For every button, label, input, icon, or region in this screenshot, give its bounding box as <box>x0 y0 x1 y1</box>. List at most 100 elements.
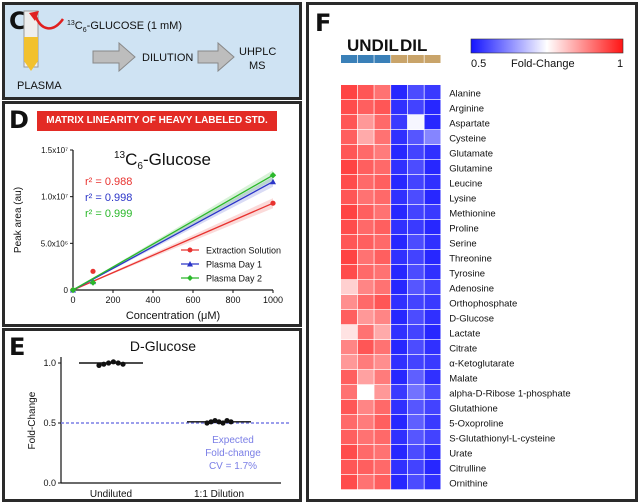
heatmap-cell <box>407 310 424 325</box>
row-label: Lactate <box>449 329 480 340</box>
heatmap-cell <box>374 475 391 490</box>
heatmap-cell <box>391 115 408 130</box>
x-tick-label: 1000 <box>263 295 283 305</box>
heatmap-cell <box>357 190 374 205</box>
heatmap-cell <box>357 370 374 385</box>
heatmap-cell <box>407 280 424 295</box>
x-tick-label: Undiluted <box>90 489 132 499</box>
x-tick-label: 200 <box>105 295 120 305</box>
heatmap-cell <box>374 235 391 250</box>
heatmap-cell <box>407 325 424 340</box>
row-label: Leucine <box>449 179 482 190</box>
heatmap-cell <box>391 205 408 220</box>
heatmap-cell <box>424 460 441 475</box>
heatmap-cell <box>391 385 408 400</box>
heatmap-cell <box>374 280 391 295</box>
heatmap-cell <box>341 235 357 250</box>
heatmap-cell <box>357 325 374 340</box>
color-scale-bar <box>470 38 624 54</box>
column-group-bar <box>391 55 408 63</box>
plasma-label: PLASMA <box>17 80 62 92</box>
data-point <box>101 361 107 367</box>
legend-marker <box>187 261 193 267</box>
row-label: Urate <box>449 449 472 460</box>
chart-title: D-Glucose <box>130 338 196 354</box>
heatmap-cell <box>341 265 357 280</box>
fit-line <box>72 202 274 291</box>
row-label: Ornithine <box>449 479 488 490</box>
arrow-right-icon <box>92 41 136 73</box>
heatmap-cell <box>341 190 357 205</box>
d-glucose-chart: D-Glucose 0.0 0.5 1.0 Fold-Change Undiluted 1:… <box>27 338 289 499</box>
x-tick-label: 800 <box>225 295 240 305</box>
heatmap-cell <box>391 415 408 430</box>
heatmap-cell <box>341 280 357 295</box>
heatmap-cell <box>424 100 441 115</box>
tracer-label: 13C6-GLUCOSE (1 mM) <box>67 20 182 34</box>
fit-line <box>72 174 274 291</box>
heatmap-cell <box>357 355 374 370</box>
heatmap-cell <box>357 400 374 415</box>
heatmap-cell <box>424 370 441 385</box>
heatmap-cell <box>391 325 408 340</box>
data-point <box>96 362 102 368</box>
heatmap-cell <box>341 130 357 145</box>
heatmap-cell <box>357 475 374 490</box>
heatmap-cell <box>424 400 441 415</box>
heatmap-cell <box>424 145 441 160</box>
heatmap-cell <box>374 130 391 145</box>
heatmap-cell <box>374 85 391 100</box>
heatmap-cell <box>391 310 408 325</box>
heatmap-cell <box>374 160 391 175</box>
heatmap-cell <box>391 190 408 205</box>
heatmap-cell <box>407 130 424 145</box>
heatmap-cell <box>407 460 424 475</box>
y-axis-label: Fold-Change <box>27 391 38 449</box>
x-tick-label: 400 <box>145 295 160 305</box>
expected-annotation: Fold-change <box>205 448 261 459</box>
scale-min-label: 0.5 <box>471 58 486 70</box>
data-point <box>204 420 210 426</box>
row-label: Malate <box>449 374 478 385</box>
row-label: Methionine <box>449 209 495 220</box>
heatmap-cell <box>424 85 441 100</box>
heatmap-cell <box>391 250 408 265</box>
row-label: alpha-D-Ribose 1-phosphate <box>449 389 570 400</box>
heatmap-cell <box>424 280 441 295</box>
heatmap-cell <box>407 475 424 490</box>
column-group-bar <box>357 55 374 63</box>
panel-c: C 13C6-GLUCOSE (1 mM) PLASMA DILUTION UH… <box>2 2 302 100</box>
panel-e: E D-Glucose 0.0 0.5 1.0 Fold-Change Undiluted… <box>2 328 302 502</box>
y-tick-label: 0.5 <box>43 418 56 428</box>
heatmap-cell <box>407 235 424 250</box>
data-point <box>224 418 230 424</box>
heatmap-cell <box>357 385 374 400</box>
heatmap-cell <box>341 295 357 310</box>
r2-blue: r² = 0.998 <box>85 192 132 204</box>
heatmap-cell <box>424 130 441 145</box>
scale-title: Fold-Change <box>511 58 575 70</box>
heatmap-cell <box>341 475 357 490</box>
y-tick-label: 0 <box>64 286 69 295</box>
expected-annotation: Expected <box>212 435 254 446</box>
heatmap-cell <box>407 385 424 400</box>
heatmap-cell <box>391 220 408 235</box>
heatmap-cell <box>407 115 424 130</box>
heatmap-cell <box>341 85 357 100</box>
row-label: Glutathione <box>449 404 498 415</box>
heatmap-cell <box>391 370 408 385</box>
heatmap-cell <box>424 355 441 370</box>
row-label: Orthophosphate <box>449 299 517 310</box>
heatmap-cell <box>407 175 424 190</box>
row-label: 5-Oxoproline <box>449 419 503 430</box>
heatmap-cell <box>424 325 441 340</box>
row-label: Alanine <box>449 89 481 100</box>
row-label: Arginine <box>449 104 484 115</box>
heatmap-cell <box>391 400 408 415</box>
expected-annotation: CV = 1.7% <box>209 461 257 472</box>
heatmap-cell <box>357 295 374 310</box>
column-group-bar <box>341 55 357 63</box>
heatmap-cell <box>391 445 408 460</box>
heatmap-cell <box>374 100 391 115</box>
data-point <box>269 172 277 179</box>
